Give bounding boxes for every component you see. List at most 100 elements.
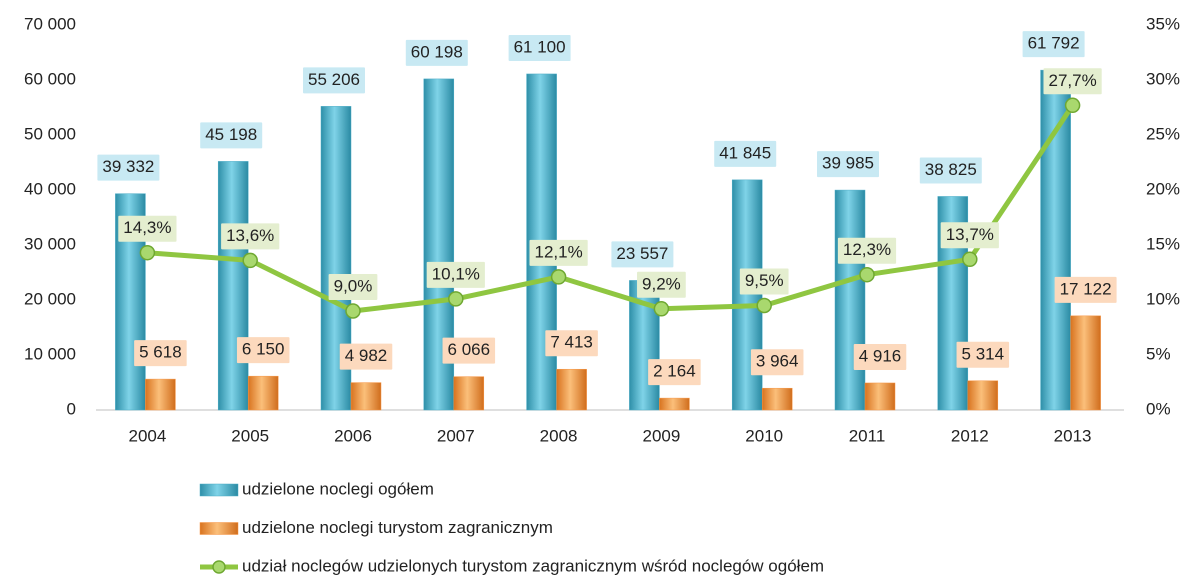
- label-box: [339, 343, 393, 370]
- label-box: [545, 330, 598, 357]
- data-label-group: 12,1%: [529, 239, 588, 266]
- line: [147, 103, 1075, 314]
- data-label-group: 39 332: [97, 154, 160, 181]
- label-box: [739, 268, 789, 295]
- x-tick-label: 2009: [642, 426, 680, 445]
- bar: [217, 161, 249, 411]
- legend-swatch: [199, 522, 239, 535]
- legend-swatch-point: [212, 560, 226, 574]
- data-label-group: 4 916: [853, 343, 907, 370]
- x-tick-label: 2006: [334, 426, 372, 445]
- data-label: 60 198: [411, 42, 463, 61]
- bar: [350, 382, 382, 411]
- data-label: 17 122: [1060, 279, 1112, 298]
- line-point: [756, 297, 772, 314]
- line-point: [653, 301, 670, 317]
- x-tick-label: 2007: [437, 426, 475, 445]
- y2-tick-label: 10%: [1146, 289, 1180, 308]
- data-label-group: 4 982: [339, 343, 393, 370]
- label-box: [817, 151, 879, 178]
- label-box: [853, 343, 907, 370]
- bar: [731, 179, 763, 411]
- label-box: [200, 122, 263, 149]
- data-label-group: 13,7%: [940, 222, 999, 249]
- label-box: [508, 34, 571, 61]
- label-box: [1022, 31, 1085, 58]
- label-box: [328, 274, 378, 300]
- x-tick-label: 2010: [745, 426, 783, 445]
- line-point: [550, 269, 567, 285]
- y2-tick-label: 15%: [1146, 234, 1180, 253]
- y-tick-label: 20 000: [24, 289, 76, 308]
- line-point: [859, 266, 875, 283]
- data-label: 14,3%: [123, 218, 171, 237]
- data-label-group: 27,7%: [1043, 68, 1102, 95]
- bar: [1040, 69, 1071, 411]
- legend-swatch: [199, 483, 239, 497]
- data-label-group: 45 198: [200, 122, 263, 149]
- line-point: [345, 303, 361, 319]
- y-tick-label: 30 000: [24, 234, 76, 253]
- data-label: 5 314: [962, 344, 1005, 363]
- data-label: 61 100: [514, 37, 566, 56]
- label-box: [442, 337, 496, 364]
- label-box: [118, 215, 177, 242]
- bar: [659, 397, 690, 411]
- line-point: [242, 252, 258, 269]
- label-box: [750, 349, 804, 376]
- data-label-group: 2 164: [648, 359, 701, 386]
- label-box: [648, 359, 701, 386]
- bar: [834, 189, 866, 411]
- data-label: 13,6%: [226, 226, 274, 245]
- data-label-group: 38 825: [919, 157, 982, 184]
- line-point: [448, 291, 464, 307]
- data-label-group: 9,0%: [328, 274, 378, 300]
- data-label: 7 413: [550, 333, 593, 352]
- data-label: 27,7%: [1048, 71, 1096, 90]
- label-box: [940, 222, 999, 249]
- data-label-group: 5 618: [134, 340, 187, 367]
- label-box: [919, 157, 982, 184]
- bar: [1070, 315, 1101, 411]
- x-tick-label: 2012: [951, 426, 989, 445]
- data-label-group: 7 413: [545, 330, 598, 357]
- label-box: [221, 223, 280, 250]
- data-label: 5 618: [139, 343, 182, 362]
- data-label-group: 61 100: [508, 34, 571, 61]
- data-label-group: 6 150: [236, 337, 290, 364]
- data-label-group: 14,3%: [118, 215, 177, 242]
- data-label-group: 23 557: [611, 241, 674, 268]
- data-label: 9,2%: [642, 274, 681, 293]
- data-label-group: 55 206: [303, 67, 365, 94]
- data-label-group: 61 792: [1022, 31, 1085, 58]
- data-label: 4 982: [345, 346, 388, 365]
- data-label-group: 13,6%: [221, 223, 280, 250]
- y-tick-label: 40 000: [24, 179, 76, 198]
- label-box: [611, 241, 674, 268]
- bar: [761, 387, 793, 411]
- data-label: 38 825: [925, 160, 977, 179]
- y2-tick-label: 20%: [1146, 179, 1180, 198]
- data-label-group: 60 198: [405, 39, 468, 66]
- line-point: [139, 244, 156, 261]
- y-tick-label: 0: [67, 399, 76, 418]
- data-label: 12,1%: [534, 242, 582, 261]
- data-label: 13,7%: [946, 225, 994, 244]
- bar: [556, 368, 587, 411]
- data-label: 4 916: [859, 346, 902, 365]
- label-box: [714, 140, 777, 167]
- data-label: 39 985: [822, 154, 874, 173]
- label-box: [97, 154, 160, 181]
- label-box: [236, 337, 290, 364]
- label-box: [1054, 276, 1117, 303]
- y-tick-label: 60 000: [24, 69, 76, 88]
- data-label-group: 17 122: [1054, 276, 1117, 303]
- label-box: [303, 67, 365, 94]
- data-label: 10,1%: [432, 264, 480, 283]
- label-box: [637, 271, 686, 298]
- y-tick-label: 70 000: [24, 14, 76, 33]
- legend-label: udział noclegów udzielonych turystom zag…: [242, 556, 824, 575]
- data-label: 45 198: [205, 125, 257, 144]
- line-point: [962, 251, 978, 268]
